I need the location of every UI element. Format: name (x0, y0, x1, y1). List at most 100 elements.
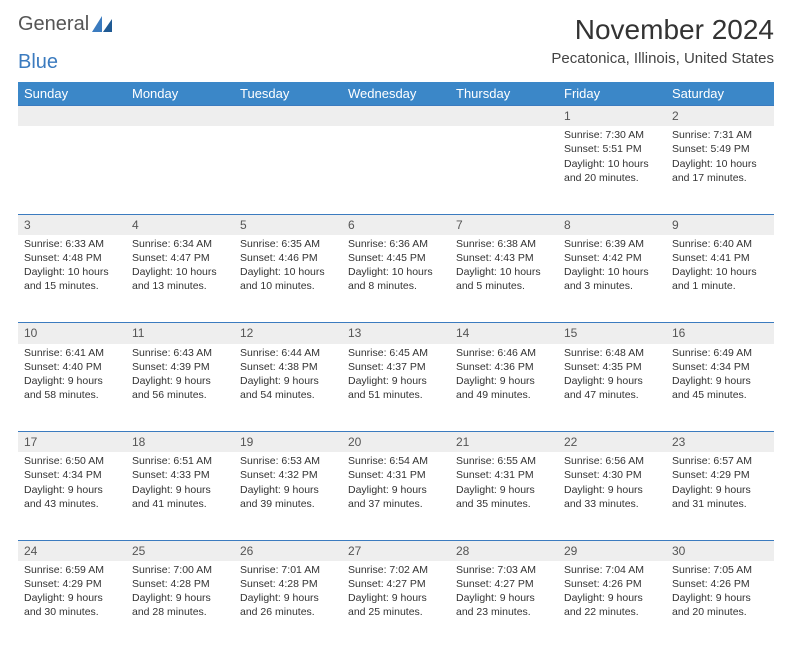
day-details: Sunrise: 6:34 AMSunset: 4:47 PMDaylight:… (126, 235, 234, 298)
day-number-cell: 1 (558, 106, 666, 127)
day-number-cell: 6 (342, 214, 450, 235)
day-content-cell: Sunrise: 6:44 AMSunset: 4:38 PMDaylight:… (234, 344, 342, 432)
day-details: Sunrise: 6:38 AMSunset: 4:43 PMDaylight:… (450, 235, 558, 298)
day-number-cell: 12 (234, 323, 342, 344)
day-content-cell: Sunrise: 7:02 AMSunset: 4:27 PMDaylight:… (342, 561, 450, 649)
day-details: Sunrise: 7:04 AMSunset: 4:26 PMDaylight:… (558, 561, 666, 624)
day-content-cell: Sunrise: 6:33 AMSunset: 4:48 PMDaylight:… (18, 235, 126, 323)
day-content-cell: Sunrise: 6:36 AMSunset: 4:45 PMDaylight:… (342, 235, 450, 323)
day-details: Sunrise: 6:50 AMSunset: 4:34 PMDaylight:… (18, 452, 126, 515)
day-details: Sunrise: 6:45 AMSunset: 4:37 PMDaylight:… (342, 344, 450, 407)
day-number-cell: 26 (234, 540, 342, 561)
calendar-head: SundayMondayTuesdayWednesdayThursdayFrid… (18, 82, 774, 106)
day-content-cell: Sunrise: 6:39 AMSunset: 4:42 PMDaylight:… (558, 235, 666, 323)
day-number-cell: 30 (666, 540, 774, 561)
day-content-cell: Sunrise: 6:43 AMSunset: 4:39 PMDaylight:… (126, 344, 234, 432)
day-number-cell: 14 (450, 323, 558, 344)
day-content-cell: Sunrise: 6:35 AMSunset: 4:46 PMDaylight:… (234, 235, 342, 323)
content-row: Sunrise: 6:50 AMSunset: 4:34 PMDaylight:… (18, 452, 774, 540)
daynum-row: 24252627282930 (18, 540, 774, 561)
day-number-cell: 25 (126, 540, 234, 561)
weekday-header: Friday (558, 82, 666, 106)
day-number-cell: 4 (126, 214, 234, 235)
day-content-cell: Sunrise: 6:48 AMSunset: 4:35 PMDaylight:… (558, 344, 666, 432)
day-number-cell: 10 (18, 323, 126, 344)
daynum-row: 3456789 (18, 214, 774, 235)
day-number-cell (234, 106, 342, 127)
day-number-cell: 11 (126, 323, 234, 344)
day-details: Sunrise: 6:49 AMSunset: 4:34 PMDaylight:… (666, 344, 774, 407)
day-details: Sunrise: 7:31 AMSunset: 5:49 PMDaylight:… (666, 126, 774, 189)
logo: General (18, 14, 117, 34)
day-details: Sunrise: 6:43 AMSunset: 4:39 PMDaylight:… (126, 344, 234, 407)
weekday-header: Saturday (666, 82, 774, 106)
day-details: Sunrise: 6:57 AMSunset: 4:29 PMDaylight:… (666, 452, 774, 515)
day-details: Sunrise: 6:59 AMSunset: 4:29 PMDaylight:… (18, 561, 126, 624)
day-content-cell: Sunrise: 6:46 AMSunset: 4:36 PMDaylight:… (450, 344, 558, 432)
day-content-cell: Sunrise: 6:57 AMSunset: 4:29 PMDaylight:… (666, 452, 774, 540)
day-content-cell: Sunrise: 6:41 AMSunset: 4:40 PMDaylight:… (18, 344, 126, 432)
calendar-body: 12Sunrise: 7:30 AMSunset: 5:51 PMDayligh… (18, 106, 774, 649)
day-number-cell: 13 (342, 323, 450, 344)
day-content-cell: Sunrise: 6:40 AMSunset: 4:41 PMDaylight:… (666, 235, 774, 323)
logo-word1: General (18, 14, 89, 34)
day-details: Sunrise: 6:40 AMSunset: 4:41 PMDaylight:… (666, 235, 774, 298)
day-details: Sunrise: 6:35 AMSunset: 4:46 PMDaylight:… (234, 235, 342, 298)
day-details: Sunrise: 7:30 AMSunset: 5:51 PMDaylight:… (558, 126, 666, 189)
day-details: Sunrise: 7:01 AMSunset: 4:28 PMDaylight:… (234, 561, 342, 624)
day-number-cell: 29 (558, 540, 666, 561)
day-number-cell: 23 (666, 432, 774, 453)
day-number-cell: 16 (666, 323, 774, 344)
day-number-cell: 19 (234, 432, 342, 453)
day-details: Sunrise: 6:55 AMSunset: 4:31 PMDaylight:… (450, 452, 558, 515)
day-content-cell: Sunrise: 7:00 AMSunset: 4:28 PMDaylight:… (126, 561, 234, 649)
day-number-cell (450, 106, 558, 127)
logo-sail-icon (92, 16, 114, 32)
weekday-header: Sunday (18, 82, 126, 106)
day-details: Sunrise: 6:46 AMSunset: 4:36 PMDaylight:… (450, 344, 558, 407)
day-details: Sunrise: 7:05 AMSunset: 4:26 PMDaylight:… (666, 561, 774, 624)
day-content-cell: Sunrise: 6:59 AMSunset: 4:29 PMDaylight:… (18, 561, 126, 649)
day-content-cell: Sunrise: 7:01 AMSunset: 4:28 PMDaylight:… (234, 561, 342, 649)
weekday-header: Thursday (450, 82, 558, 106)
day-number-cell: 21 (450, 432, 558, 453)
day-content-cell: Sunrise: 7:30 AMSunset: 5:51 PMDaylight:… (558, 126, 666, 214)
day-content-cell: Sunrise: 6:53 AMSunset: 4:32 PMDaylight:… (234, 452, 342, 540)
day-details: Sunrise: 6:51 AMSunset: 4:33 PMDaylight:… (126, 452, 234, 515)
day-content-cell: Sunrise: 6:34 AMSunset: 4:47 PMDaylight:… (126, 235, 234, 323)
daynum-row: 12 (18, 106, 774, 127)
day-details: Sunrise: 6:44 AMSunset: 4:38 PMDaylight:… (234, 344, 342, 407)
day-details: Sunrise: 6:36 AMSunset: 4:45 PMDaylight:… (342, 235, 450, 298)
day-content-cell (18, 126, 126, 214)
daynum-row: 17181920212223 (18, 432, 774, 453)
location: Pecatonica, Illinois, United States (551, 50, 774, 67)
day-details: Sunrise: 6:33 AMSunset: 4:48 PMDaylight:… (18, 235, 126, 298)
day-details: Sunrise: 6:48 AMSunset: 4:35 PMDaylight:… (558, 344, 666, 407)
day-content-cell (342, 126, 450, 214)
weekday-header: Monday (126, 82, 234, 106)
day-content-cell: Sunrise: 6:45 AMSunset: 4:37 PMDaylight:… (342, 344, 450, 432)
day-number-cell: 5 (234, 214, 342, 235)
day-number-cell: 24 (18, 540, 126, 561)
day-content-cell: Sunrise: 6:50 AMSunset: 4:34 PMDaylight:… (18, 452, 126, 540)
day-content-cell: Sunrise: 6:49 AMSunset: 4:34 PMDaylight:… (666, 344, 774, 432)
page-title: November 2024 (551, 14, 774, 46)
day-details: Sunrise: 7:03 AMSunset: 4:27 PMDaylight:… (450, 561, 558, 624)
day-number-cell: 15 (558, 323, 666, 344)
day-content-cell: Sunrise: 6:38 AMSunset: 4:43 PMDaylight:… (450, 235, 558, 323)
day-number-cell: 27 (342, 540, 450, 561)
day-content-cell: Sunrise: 6:54 AMSunset: 4:31 PMDaylight:… (342, 452, 450, 540)
day-number-cell: 20 (342, 432, 450, 453)
day-details: Sunrise: 6:41 AMSunset: 4:40 PMDaylight:… (18, 344, 126, 407)
day-content-cell: Sunrise: 6:55 AMSunset: 4:31 PMDaylight:… (450, 452, 558, 540)
day-content-cell: Sunrise: 7:31 AMSunset: 5:49 PMDaylight:… (666, 126, 774, 214)
day-content-cell: Sunrise: 7:05 AMSunset: 4:26 PMDaylight:… (666, 561, 774, 649)
day-number-cell (342, 106, 450, 127)
daynum-row: 10111213141516 (18, 323, 774, 344)
day-number-cell: 8 (558, 214, 666, 235)
day-number-cell: 18 (126, 432, 234, 453)
day-details: Sunrise: 6:56 AMSunset: 4:30 PMDaylight:… (558, 452, 666, 515)
title-block: November 2024 Pecatonica, Illinois, Unit… (551, 14, 774, 67)
content-row: Sunrise: 6:33 AMSunset: 4:48 PMDaylight:… (18, 235, 774, 323)
weekday-header: Tuesday (234, 82, 342, 106)
